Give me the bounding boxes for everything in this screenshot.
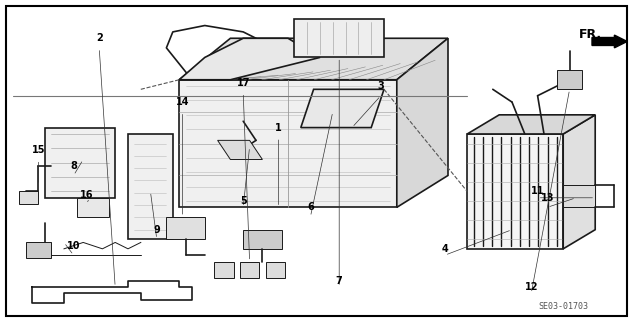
Polygon shape: [467, 134, 563, 249]
Polygon shape: [301, 89, 384, 128]
Polygon shape: [294, 19, 384, 57]
FancyArrow shape: [592, 35, 627, 48]
Polygon shape: [166, 217, 205, 239]
Text: 9: 9: [154, 225, 160, 235]
Polygon shape: [214, 262, 234, 278]
Text: 13: 13: [540, 193, 554, 203]
Text: 17: 17: [236, 78, 250, 88]
Polygon shape: [179, 38, 320, 80]
Polygon shape: [266, 262, 285, 278]
Polygon shape: [563, 185, 595, 207]
Polygon shape: [179, 80, 397, 207]
Polygon shape: [45, 128, 115, 198]
Polygon shape: [218, 140, 262, 160]
Polygon shape: [467, 115, 595, 134]
Text: 16: 16: [79, 189, 93, 200]
Text: 8: 8: [70, 161, 77, 171]
Text: 12: 12: [524, 282, 538, 292]
Text: 1: 1: [275, 122, 282, 133]
Text: 5: 5: [240, 196, 246, 206]
Polygon shape: [128, 134, 173, 239]
Polygon shape: [240, 262, 259, 278]
Text: 6: 6: [307, 202, 314, 212]
Text: 14: 14: [175, 97, 189, 107]
Text: SE03-01703: SE03-01703: [538, 302, 588, 311]
Polygon shape: [19, 191, 38, 204]
Text: 4: 4: [442, 244, 448, 254]
Text: 11: 11: [531, 186, 545, 197]
Polygon shape: [397, 38, 448, 207]
Text: 10: 10: [67, 241, 81, 251]
Text: FR.: FR.: [579, 28, 602, 41]
Text: 3: 3: [378, 81, 384, 91]
Polygon shape: [557, 70, 582, 89]
Text: 2: 2: [96, 33, 102, 43]
Polygon shape: [26, 242, 51, 258]
Polygon shape: [563, 115, 595, 249]
Polygon shape: [77, 198, 109, 217]
Polygon shape: [179, 38, 448, 80]
Polygon shape: [243, 230, 282, 249]
Text: 7: 7: [336, 276, 342, 286]
Text: 15: 15: [31, 145, 45, 155]
